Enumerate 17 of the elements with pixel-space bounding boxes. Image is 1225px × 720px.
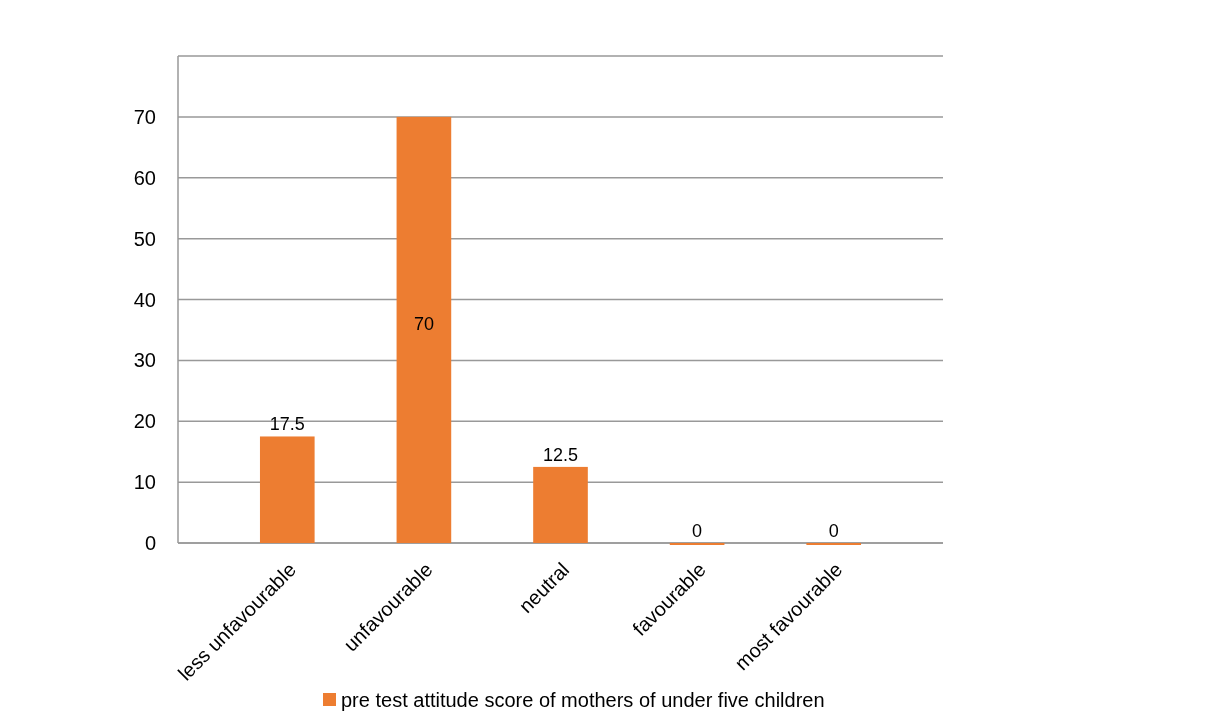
legend-label: pre test attitude score of mothers of under five children (341, 689, 825, 711)
y-tick-label: 20 (133, 410, 156, 433)
data-label: 0 (692, 521, 703, 541)
data-label: 12.5 (542, 444, 579, 465)
y-tick-label: 0 (144, 532, 156, 554)
y-tick-label: 70 (133, 105, 156, 128)
y-tick-label: 10 (133, 471, 156, 494)
bar (259, 436, 315, 543)
data-label: 17.5 (269, 414, 305, 435)
y-tick-label: 50 (133, 227, 156, 250)
data-label: 0 (828, 521, 839, 541)
y-tick-label: 30 (133, 349, 156, 372)
data-label: 70 (413, 313, 434, 334)
bar (396, 116, 452, 543)
bar (533, 466, 588, 543)
y-tick-label: 60 (133, 166, 156, 189)
y-tick-label: 40 (133, 288, 156, 311)
